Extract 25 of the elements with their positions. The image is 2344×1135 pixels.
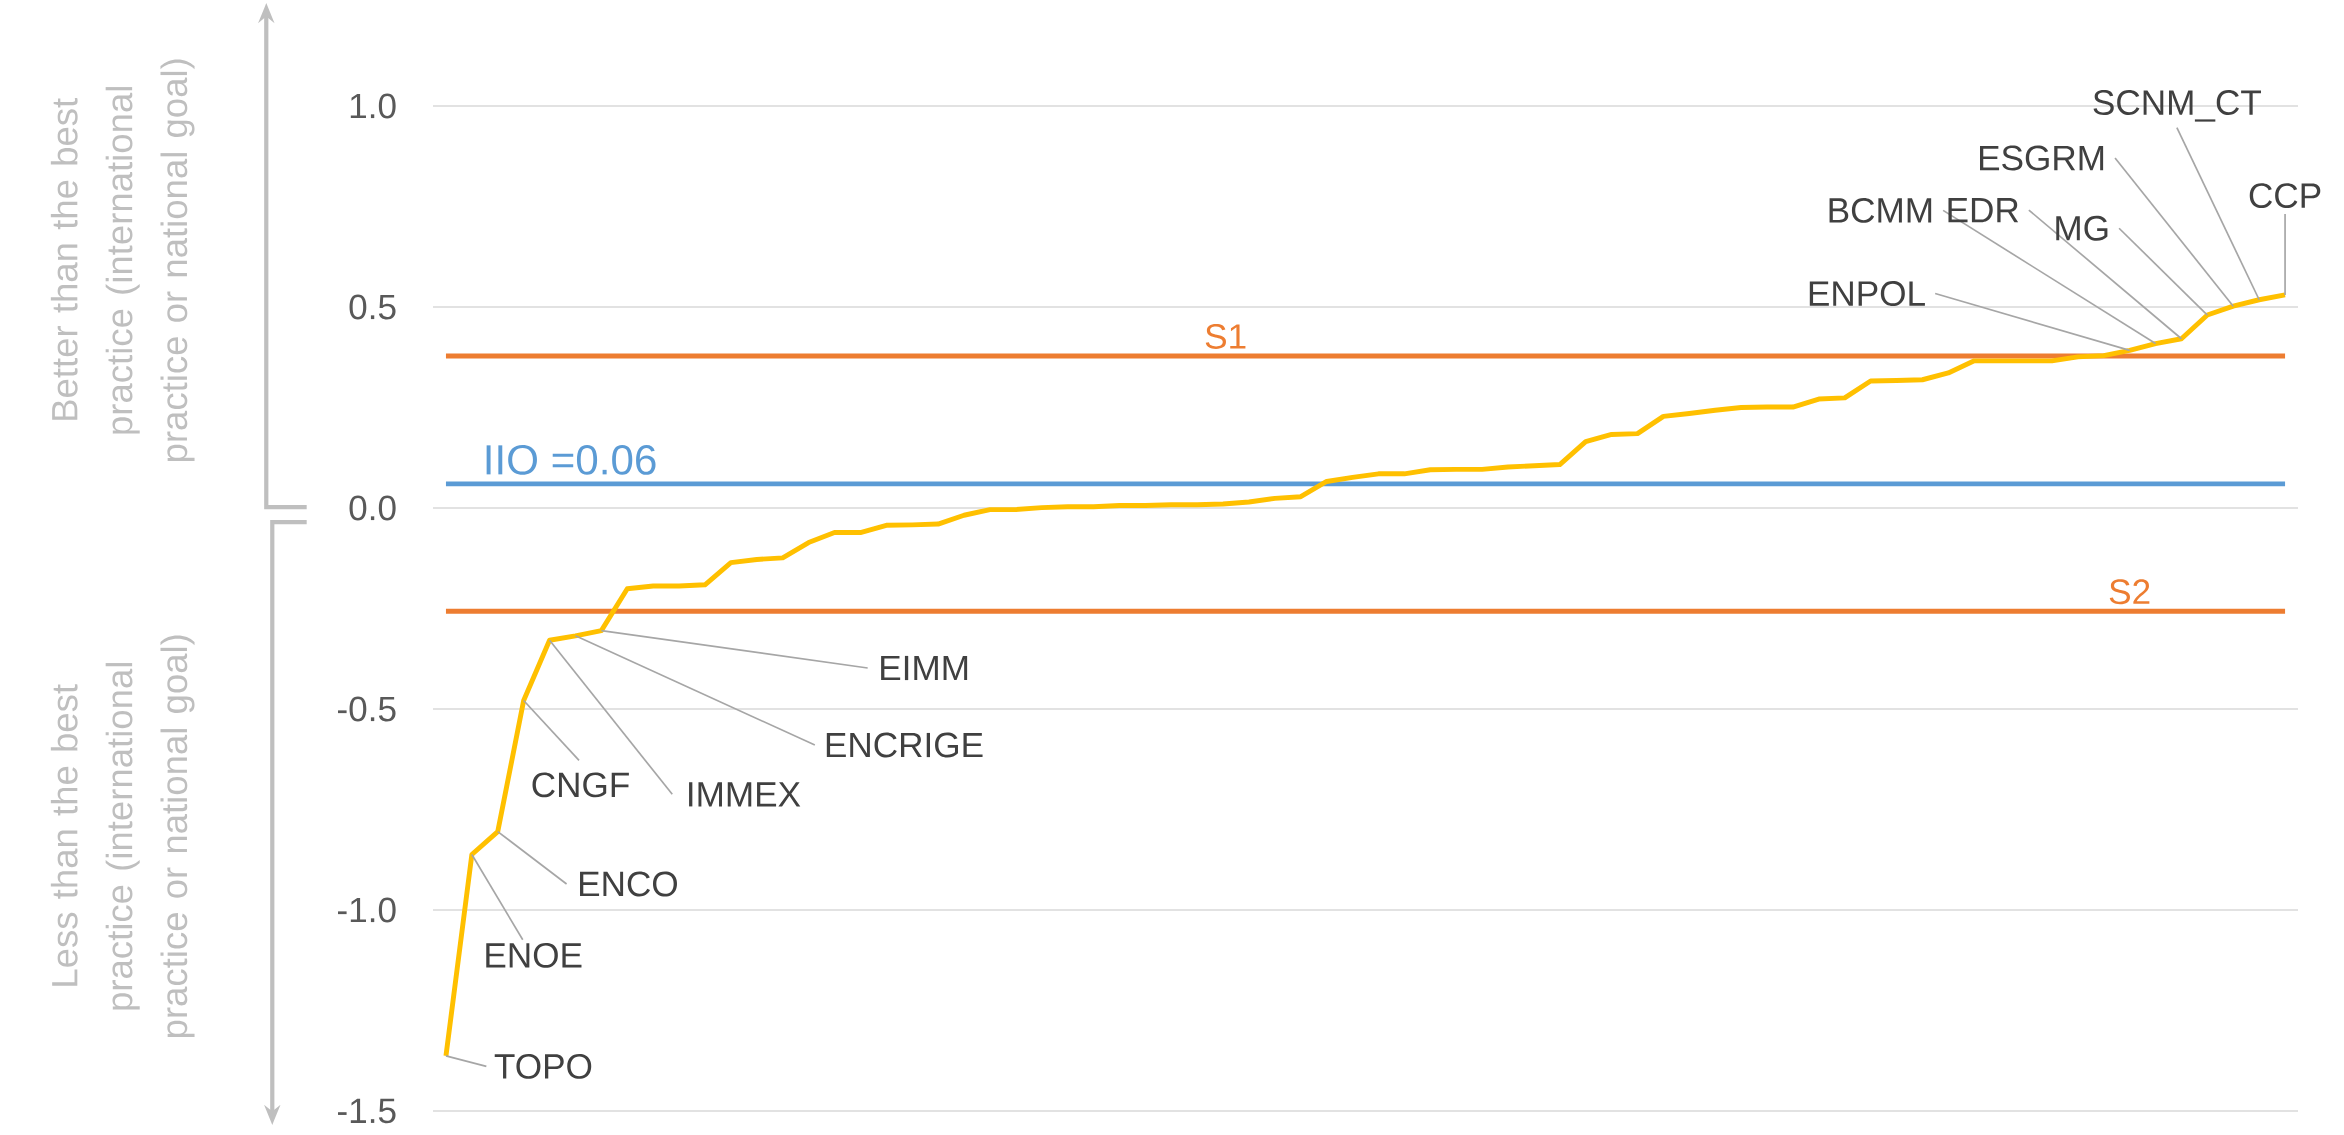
- annotation: ENCRIGE: [826, 732, 983, 758]
- annotation: CNGF: [532, 772, 629, 798]
- ref-line-label: S2: [2109, 579, 2150, 605]
- annotation: SCNM_CT: [2093, 90, 2261, 122]
- y-tick-label: 1.0: [350, 93, 396, 119]
- y-tick-label: -0.5: [338, 696, 396, 722]
- annotation: ENCO: [580, 871, 677, 897]
- y-tick-label: 0.5: [349, 294, 396, 320]
- annotation: ENPOL: [1809, 281, 1925, 307]
- annotation: CCP: [2249, 183, 2321, 209]
- annotation: ENOE: [486, 942, 582, 968]
- annotation: ESGRM: [1980, 145, 2104, 171]
- annotation: MG: [2056, 215, 2108, 241]
- y-tick-label: 0.0: [349, 495, 396, 521]
- annotation: EDR: [1948, 198, 2019, 223]
- annotation: IMMEX: [689, 782, 801, 807]
- annotation: EIMM: [881, 655, 968, 681]
- annotation: TOPO: [494, 1053, 592, 1079]
- y-tick-label: -1.0: [338, 897, 396, 923]
- text: Less than the best practice (international practice or national goal): [50, 635, 195, 1038]
- text: Better than the best practice (international practice or national goal): [50, 59, 195, 462]
- ref-line-label: IIO =0.06: [486, 444, 656, 475]
- annotation: BCMM: [1829, 197, 1932, 223]
- ref-line-label: S1: [1205, 324, 1246, 349]
- y-tick-label: -1.5: [338, 1098, 396, 1124]
